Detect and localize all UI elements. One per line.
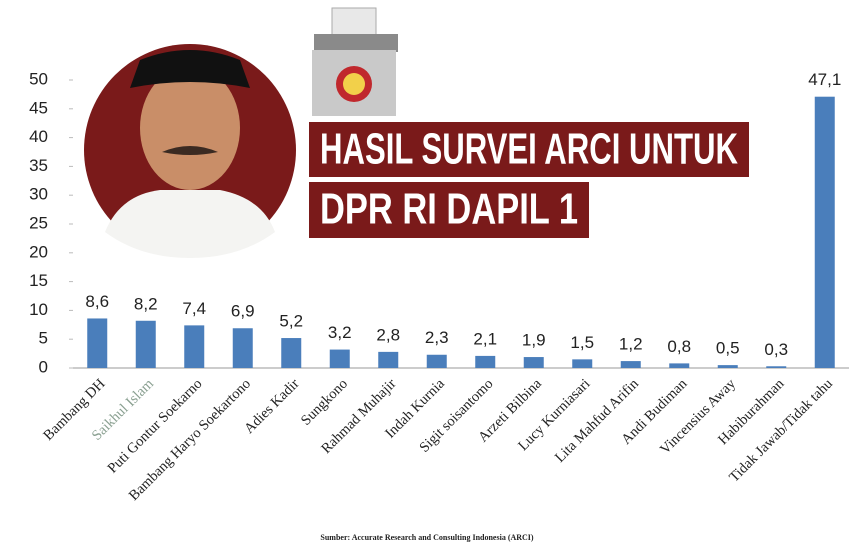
value-label: 0,8	[667, 337, 691, 356]
bar	[572, 359, 592, 368]
chart-title: DPR RI DAPIL 1	[320, 185, 578, 234]
value-label: 7,4	[182, 299, 206, 318]
y-tick-label: 30	[29, 185, 48, 204]
y-tick-label: 5	[39, 329, 48, 348]
chart: HASIL SURVEI ARCI UNTUK DPR RI DAPIL 1 S…	[0, 0, 854, 548]
bar	[378, 352, 398, 368]
value-label: 2,1	[473, 329, 497, 348]
value-label: 1,9	[522, 331, 546, 350]
ballot-box	[312, 8, 398, 116]
x-tick-label: Puti Gontur Soekarno	[105, 376, 206, 477]
y-tick-label: 50	[29, 69, 48, 88]
bar	[669, 363, 689, 368]
value-label: 2,3	[425, 328, 449, 347]
value-label: 2,8	[376, 325, 400, 344]
bar	[766, 366, 786, 368]
bar	[475, 356, 495, 368]
value-label: 8,6	[85, 292, 109, 311]
x-tick-label: Lita Mahfud Arifin	[552, 375, 642, 465]
y-tick-label: 10	[29, 300, 48, 319]
bar	[330, 350, 350, 368]
portrait	[84, 44, 296, 258]
y-tick-label: 0	[39, 357, 48, 376]
bar	[621, 361, 641, 368]
value-label: 1,2	[619, 335, 643, 354]
value-label: 0,5	[716, 339, 740, 358]
value-label: 1,5	[570, 333, 594, 352]
value-label: 0,3	[764, 340, 788, 359]
bar	[184, 325, 204, 368]
y-tick-label: 20	[29, 242, 48, 261]
bar	[718, 365, 738, 368]
value-label: 3,2	[328, 323, 352, 342]
bar	[87, 318, 107, 368]
bar	[815, 97, 835, 368]
chart-title: HASIL SURVEI ARCI UNTUK	[320, 125, 738, 174]
y-tick-label: 40	[29, 127, 48, 146]
value-label: 8,2	[134, 294, 158, 313]
y-tick-label: 35	[29, 156, 48, 175]
value-label: 5,2	[279, 312, 303, 331]
bar	[233, 328, 253, 368]
bar	[524, 357, 544, 368]
bar	[281, 338, 301, 368]
y-tick-label: 45	[29, 98, 48, 117]
y-tick-label: 25	[29, 213, 48, 232]
bar	[427, 355, 447, 368]
source: Sumber: Accurate Research and Consulting…	[320, 533, 534, 542]
value-label: 6,9	[231, 302, 255, 321]
value-label: 47,1	[808, 70, 841, 89]
y-tick-label: 15	[29, 271, 48, 290]
bar	[136, 321, 156, 368]
